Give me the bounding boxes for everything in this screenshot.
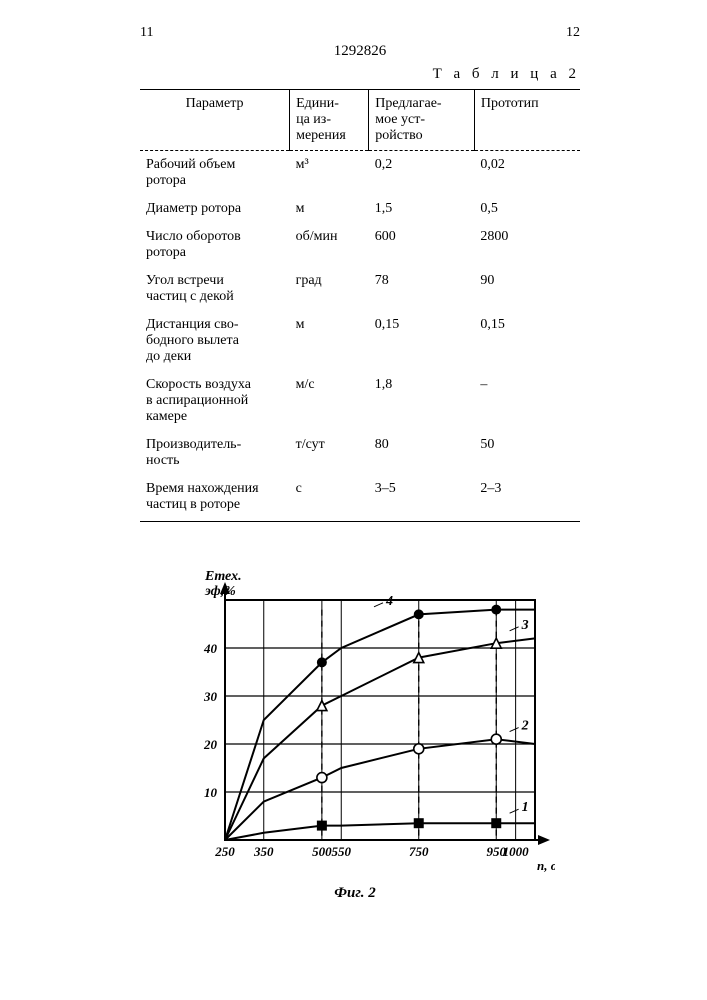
svg-text:4: 4 <box>385 594 393 609</box>
svg-text:250: 250 <box>214 844 235 859</box>
table-cell: 0,15 <box>369 311 475 371</box>
table-cell: 2800 <box>474 223 580 267</box>
table-cell: Рабочий объемротора <box>140 151 290 196</box>
svg-text:3: 3 <box>521 618 529 633</box>
chart-container: Eтех. эф,% 10203040250350500550750950100… <box>155 570 555 930</box>
page-number-left: 11 <box>140 25 153 41</box>
svg-text:2: 2 <box>521 719 529 734</box>
table-cell: 1,8 <box>369 371 475 431</box>
table-cell: 0,02 <box>474 151 580 196</box>
table-cell: м³ <box>290 151 369 196</box>
page-numbers: 11 12 <box>140 25 580 41</box>
table-cell: 600 <box>369 223 475 267</box>
table-cell: 3–5 <box>369 475 475 522</box>
table-cell: Диаметр ротора <box>140 195 290 223</box>
table-header-cell: Прототип <box>474 90 580 151</box>
table-row: Диаметр роторам1,50,5 <box>140 195 580 223</box>
table-cell: об/мин <box>290 223 369 267</box>
table-cell: 0,15 <box>474 311 580 371</box>
svg-text:20: 20 <box>203 737 218 752</box>
table-header-cell: Едини-ца из-мерения <box>290 90 369 151</box>
svg-text:30: 30 <box>203 689 218 704</box>
y-axis-label-line2: эф,% <box>205 584 236 599</box>
table-cell: 90 <box>474 267 580 311</box>
table-cell: Дистанция сво-бодного вылетадо деки <box>140 311 290 371</box>
table-header-cell: Параметр <box>140 90 290 151</box>
figure-caption: Фиг. 2 <box>155 885 555 902</box>
table-cell: с <box>290 475 369 522</box>
table-header-row: ПараметрЕдини-ца из-меренияПредлагае-мое… <box>140 90 580 151</box>
table-cell: м <box>290 195 369 223</box>
svg-text:350: 350 <box>253 844 274 859</box>
svg-text:10: 10 <box>204 785 218 800</box>
svg-text:1000: 1000 <box>503 844 530 859</box>
table-cell: – <box>474 371 580 431</box>
data-table: ПараметрЕдини-ца из-меренияПредлагае-мое… <box>140 89 580 522</box>
table-caption: Т а б л и ц а 2 <box>140 66 580 83</box>
table-cell: м/с <box>290 371 369 431</box>
table-body: Рабочий объемроторам³0,20,02Диаметр рото… <box>140 151 580 522</box>
table-row: Производитель-ностьт/сут8050 <box>140 431 580 475</box>
svg-text:550: 550 <box>332 844 352 859</box>
y-axis-label-line1: Eтех. <box>205 569 242 584</box>
table-row: Время нахождениячастиц в роторес3–52–3 <box>140 475 580 522</box>
table-cell: 80 <box>369 431 475 475</box>
table-header-cell: Предлагае-мое уст-ройство <box>369 90 475 151</box>
table-row: Число оборотовротораоб/мин6002800 <box>140 223 580 267</box>
svg-text:750: 750 <box>409 844 429 859</box>
y-axis-label: Eтех. эф,% <box>205 570 242 599</box>
page-number-right: 12 <box>566 25 580 41</box>
table-cell: 2–3 <box>474 475 580 522</box>
svg-text:500: 500 <box>312 844 332 859</box>
svg-text:40: 40 <box>203 641 218 656</box>
table-cell: т/сут <box>290 431 369 475</box>
table-cell: Производитель-ность <box>140 431 290 475</box>
table-row: Угол встречичастиц с декойград7890 <box>140 267 580 311</box>
table-cell: Угол встречичастиц с декой <box>140 267 290 311</box>
table-cell: 0,2 <box>369 151 475 196</box>
table-row: Дистанция сво-бодного вылетадо деким0,15… <box>140 311 580 371</box>
table-row: Скорость воздухав аспирационнойкамерем/с… <box>140 371 580 431</box>
table-cell: 50 <box>474 431 580 475</box>
document-number: 1292826 <box>140 43 580 60</box>
table-cell: м <box>290 311 369 371</box>
table-cell: Число оборотовротора <box>140 223 290 267</box>
chart-svg: 102030402503505005507509501000n, об/мин1… <box>155 570 555 890</box>
svg-text:n, об/мин: n, об/мин <box>537 858 555 873</box>
table-cell: град <box>290 267 369 311</box>
table-cell: Скорость воздухав аспирационнойкамере <box>140 371 290 431</box>
table-row: Рабочий объемроторам³0,20,02 <box>140 151 580 196</box>
table-cell: 1,5 <box>369 195 475 223</box>
table-cell: 0,5 <box>474 195 580 223</box>
table-cell: Время нахождениячастиц в роторе <box>140 475 290 522</box>
page-content: 11 12 1292826 Т а б л и ц а 2 ПараметрЕд… <box>140 25 580 522</box>
table-cell: 78 <box>369 267 475 311</box>
svg-text:1: 1 <box>522 800 529 815</box>
